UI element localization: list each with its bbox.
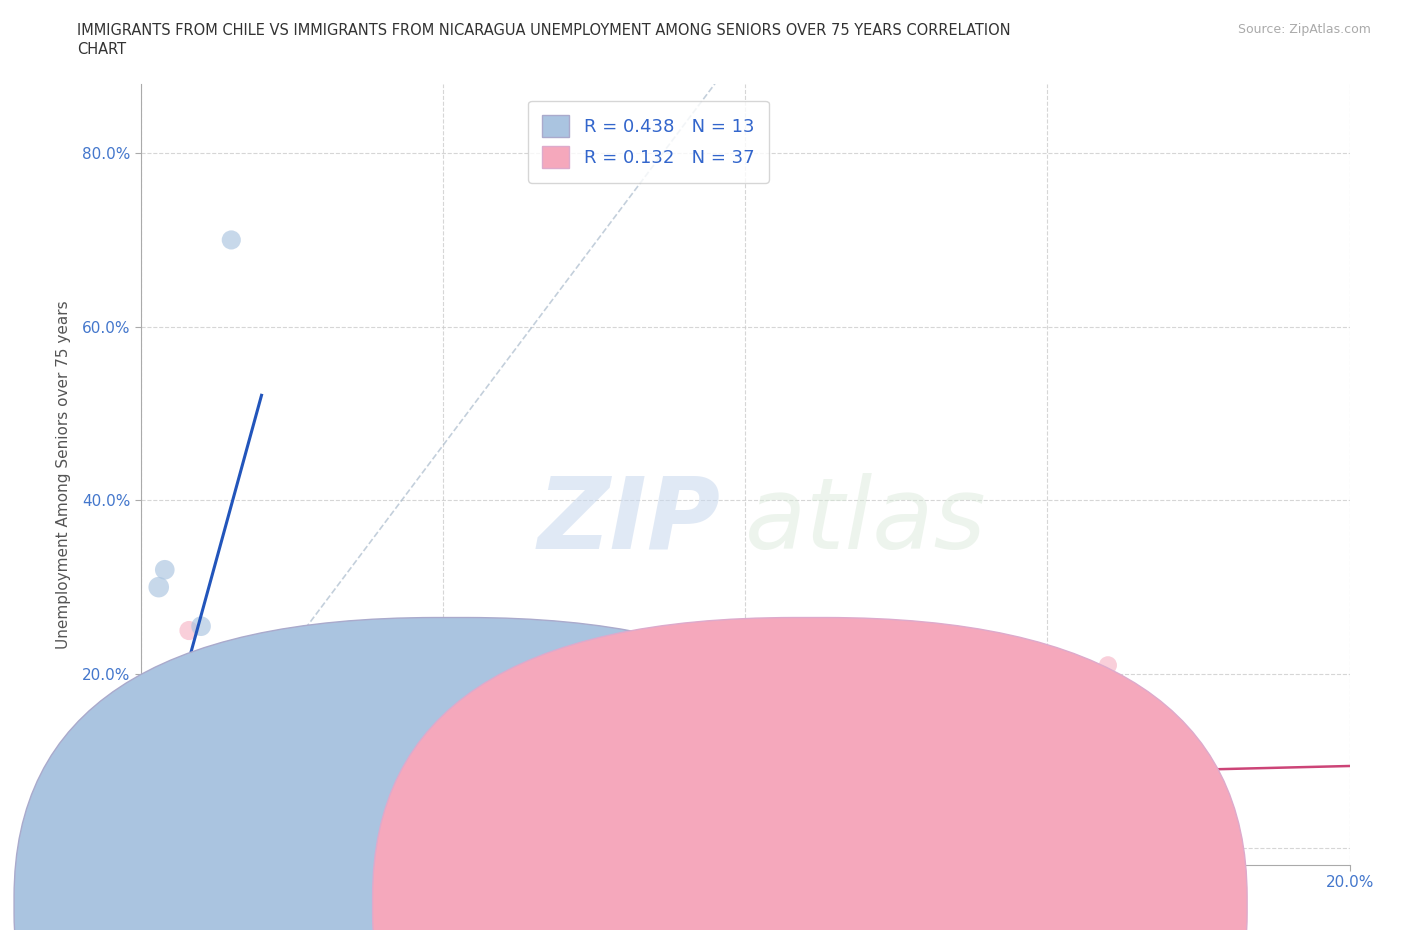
Point: [148, 579, 170, 594]
Point: [311, 814, 333, 829]
Point: [142, 779, 165, 794]
Text: IMMIGRANTS FROM CHILE VS IMMIGRANTS FROM NICARAGUA UNEMPLOYMENT AMONG SENIORS OV: IMMIGRANTS FROM CHILE VS IMMIGRANTS FROM…: [77, 23, 1011, 38]
Point: [142, 771, 165, 786]
Point: [208, 797, 231, 812]
Point: [177, 684, 200, 698]
Point: [166, 779, 188, 794]
Point: [172, 762, 194, 777]
Point: [298, 805, 321, 820]
Text: CHART: CHART: [77, 42, 127, 57]
Point: [135, 719, 157, 734]
Point: [153, 563, 176, 578]
Text: Immigrants from Chile: Immigrants from Chile: [474, 897, 645, 912]
Point: [195, 814, 218, 829]
Point: [160, 766, 183, 781]
Point: [190, 618, 212, 633]
Point: [202, 797, 225, 812]
Point: [342, 771, 364, 786]
Point: [142, 823, 165, 838]
Legend: R = 0.438   N = 13, R = 0.132   N = 37: R = 0.438 N = 13, R = 0.132 N = 37: [527, 100, 769, 182]
Text: ZIP: ZIP: [538, 472, 721, 570]
Point: [281, 797, 304, 812]
Point: [371, 823, 394, 838]
Point: [1067, 675, 1090, 690]
Point: [153, 831, 176, 846]
Point: [148, 831, 170, 846]
Point: [135, 797, 157, 812]
Point: [976, 840, 998, 855]
Text: Source: ZipAtlas.com: Source: ZipAtlas.com: [1237, 23, 1371, 36]
Point: [184, 779, 207, 794]
Point: [219, 814, 242, 829]
Point: [492, 797, 515, 812]
Point: [263, 823, 285, 838]
Point: [402, 788, 425, 803]
Point: [172, 823, 194, 838]
Point: [1036, 797, 1059, 812]
Point: [190, 771, 212, 786]
Point: [250, 727, 273, 742]
Point: [135, 771, 157, 786]
Point: [166, 805, 188, 820]
Point: [142, 823, 165, 838]
Point: [432, 779, 454, 794]
Point: [177, 623, 200, 638]
Point: [148, 788, 170, 803]
Point: [135, 831, 157, 846]
Text: atlas: atlas: [745, 472, 987, 570]
Point: [135, 805, 157, 820]
Point: [613, 805, 636, 820]
Point: [673, 840, 696, 855]
Point: [160, 736, 183, 751]
Point: [1097, 658, 1119, 672]
Point: [219, 232, 242, 247]
Point: [461, 831, 484, 846]
Point: [153, 788, 176, 803]
Text: Immigrants from Nicaragua: Immigrants from Nicaragua: [832, 897, 1043, 912]
Point: [523, 814, 546, 829]
Y-axis label: Unemployment Among Seniors over 75 years: Unemployment Among Seniors over 75 years: [56, 300, 70, 648]
Point: [177, 766, 200, 781]
